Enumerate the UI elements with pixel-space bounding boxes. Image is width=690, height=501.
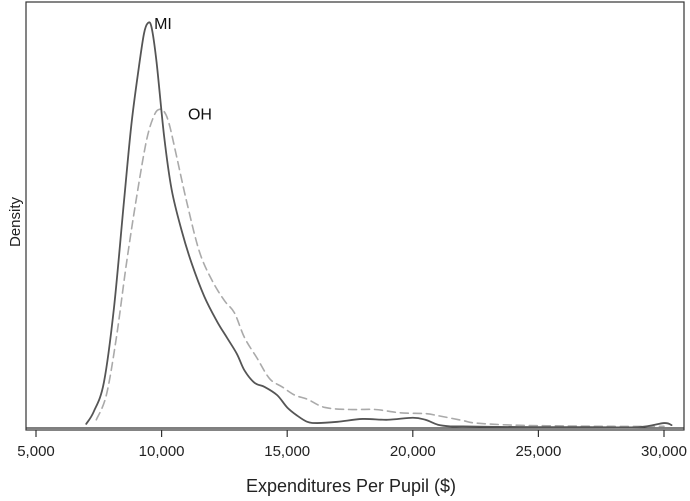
x-tick-label: 15,000 <box>264 443 310 460</box>
x-axis-title: Expenditures Per Pupil ($) <box>246 476 456 496</box>
series-layer <box>85 21 673 429</box>
annotation-oh: OH <box>188 107 212 124</box>
series-line-oh <box>95 108 665 428</box>
x-axis: 5,000 10,000 15,000 20,000 25,000 30,000 <box>17 430 687 460</box>
series-line-mi <box>85 21 673 429</box>
annotations: MI OH <box>154 16 212 123</box>
y-axis-title: Density <box>7 196 24 247</box>
plot-frame <box>25 1 685 431</box>
x-tick-label: 25,000 <box>515 443 561 460</box>
x-tick-label: 30,000 <box>641 443 687 460</box>
plot-border <box>25 1 685 431</box>
x-tick-label: 20,000 <box>390 443 436 460</box>
annotation-mi: MI <box>154 16 172 33</box>
x-tick-label: 10,000 <box>139 443 185 460</box>
x-tick-label: 5,000 <box>17 443 55 460</box>
